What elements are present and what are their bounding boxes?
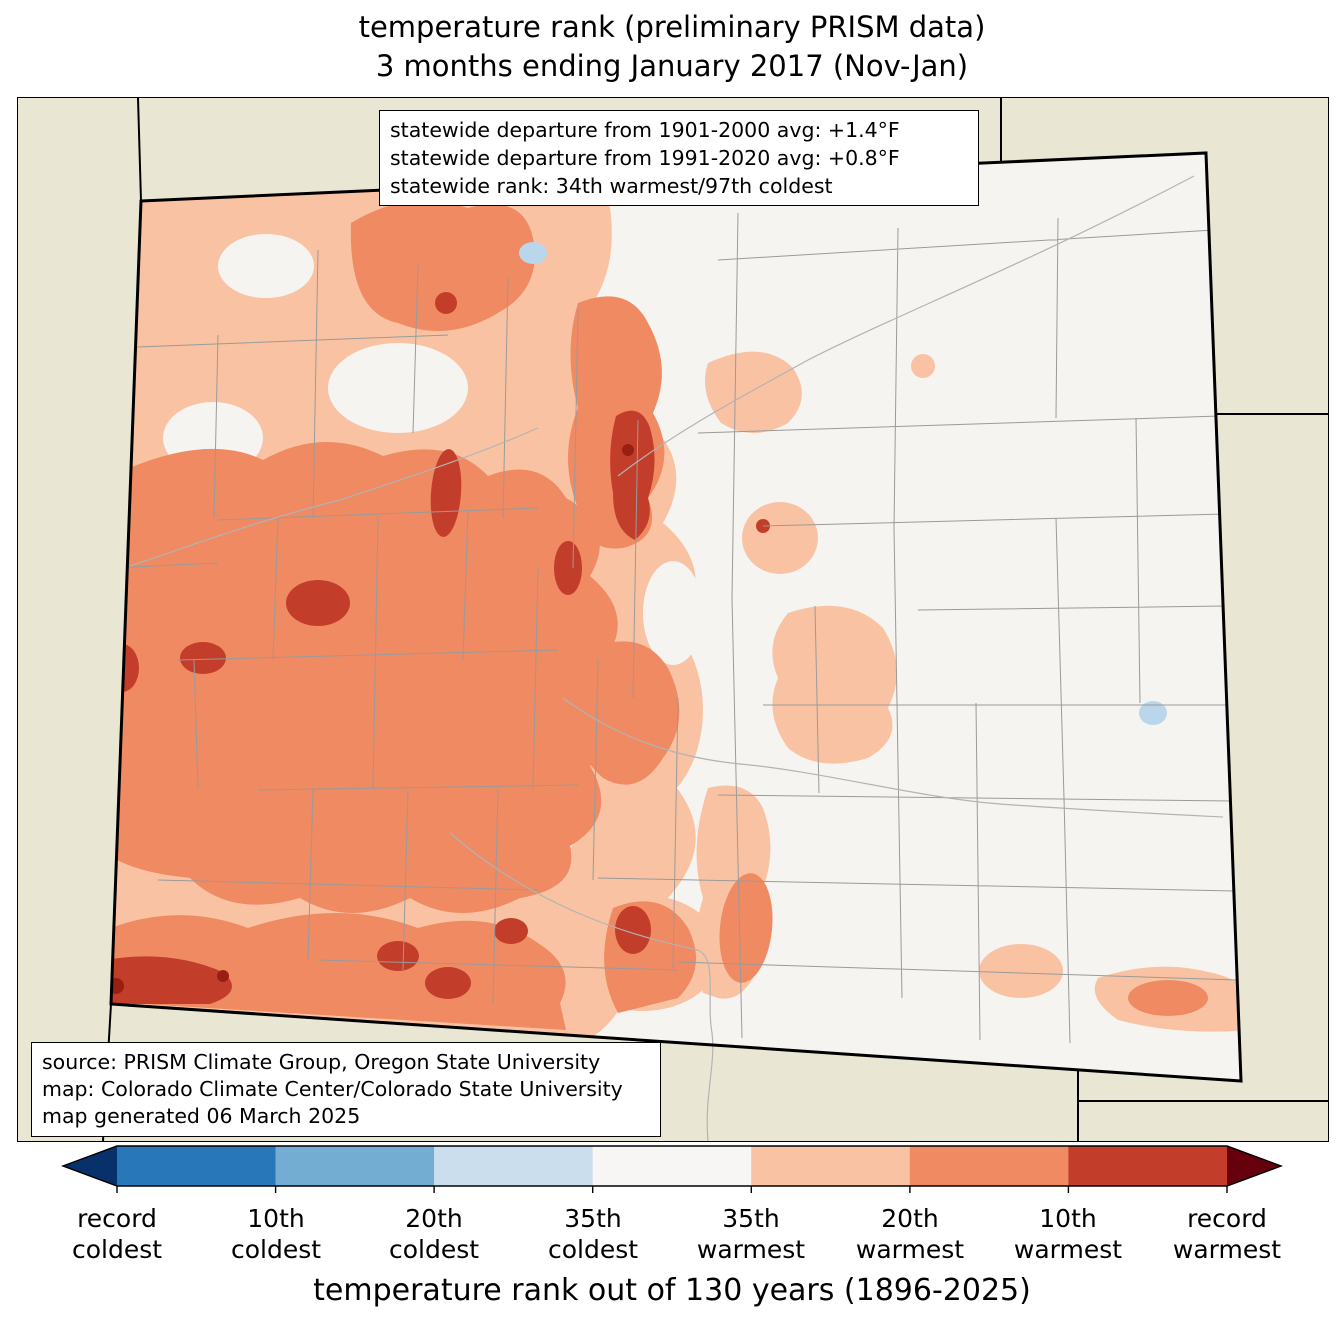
colorbar-label-20th-warmest: 20th warmest [855, 1204, 965, 1264]
source-box: source: PRISM Climate Group, Oregon Stat… [31, 1042, 661, 1137]
river-colorado [129, 427, 539, 567]
colorbar-label-record-coldest: record coldest [71, 1204, 163, 1264]
rivers [129, 175, 1224, 1141]
colorbar-label-35th-coldest: 35th coldest [547, 1204, 639, 1264]
stats-statewide-rank: statewide rank: 34th warmest/97th coldes… [390, 174, 833, 198]
colorbar-segment-20th-coldest [275, 1146, 435, 1186]
stats-departure-1901-2000: statewide departure from 1901-2000 avg: … [390, 118, 900, 142]
colorbar-label-10th-warmest: 10th warmest [1013, 1204, 1123, 1264]
colorbar-label-35th-warmest: 35th warmest [696, 1204, 806, 1264]
lake-east [1139, 701, 1167, 725]
colorbar-label-record-warmest: record warmest [1172, 1204, 1282, 1264]
colorbar [60, 1145, 1284, 1193]
map-title-line2: 3 months ending January 2017 (Nov-Jan) [375, 49, 969, 83]
colorbar-segment-10th-warmest [1068, 1146, 1228, 1186]
map-generated-line: map generated 06 March 2025 [42, 1104, 361, 1128]
stats-box: statewide departure from 1901-2000 avg: … [379, 110, 979, 206]
colorbar-segment-20th-warmest [909, 1146, 1069, 1186]
river-south-platte [617, 175, 1195, 477]
colorbar-arrow-record-warmest [1227, 1146, 1281, 1186]
colorbar-segment-35th-coldest [434, 1146, 593, 1186]
map-credit-line: map: Colorado Climate Center/Colorado St… [42, 1077, 623, 1101]
source-line: source: PRISM Climate Group, Oregon Stat… [42, 1050, 601, 1074]
colorbar-segment-35th-warmest [751, 1146, 910, 1186]
river-rio-grande [449, 832, 714, 1141]
colorbar-arrow-record-coldest [63, 1146, 117, 1186]
colorbar-segment-near-average [592, 1146, 752, 1186]
lake-north [519, 242, 547, 264]
county-boundaries [111, 212, 1238, 1044]
lakes [519, 242, 1167, 725]
map-frame: statewide departure from 1901-2000 avg: … [17, 97, 1329, 1142]
colorbar-label-20th-coldest: 20th coldest [388, 1204, 480, 1264]
map-title: temperature rank (preliminary PRISM data… [0, 8, 1344, 86]
colorbar-label-10th-coldest: 10th coldest [230, 1204, 322, 1264]
map-title-line1: temperature rank (preliminary PRISM data… [358, 10, 986, 44]
colorbar-axis-label: temperature rank out of 130 years (1896-… [313, 1273, 1031, 1308]
colorbar-ticks [116, 1186, 1228, 1193]
colorado-rank-map [18, 98, 1328, 1141]
river-arkansas [562, 697, 1224, 818]
colorbar-segment-10th-coldest [117, 1146, 276, 1186]
stats-departure-1991-2020: statewide departure from 1991-2020 avg: … [390, 146, 900, 170]
utah-wyoming-border [137, 98, 142, 202]
